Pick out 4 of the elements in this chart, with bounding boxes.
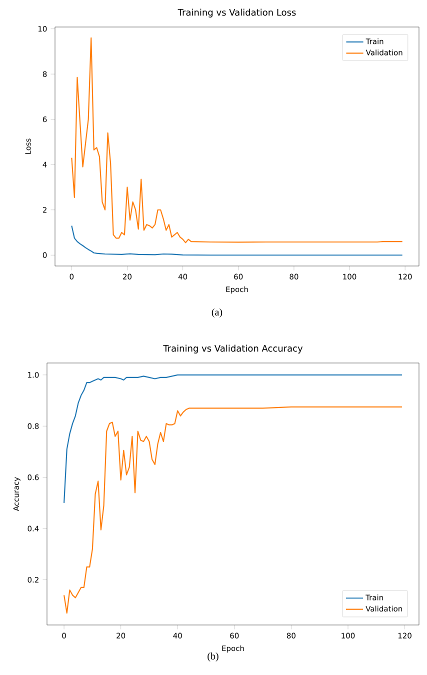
text: (b) — [208, 652, 218, 662]
chart-title: Training vs Validation Loss — [178, 8, 296, 18]
text: (a) — [212, 308, 222, 318]
chart-title: Training vs Validation Accuracy — [163, 344, 303, 354]
